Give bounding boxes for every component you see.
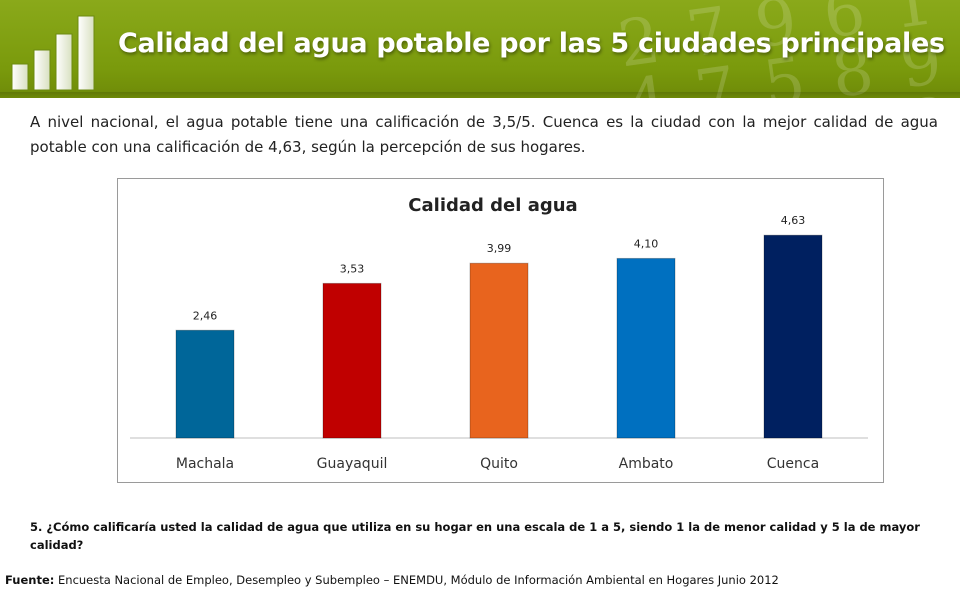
x-tick-label-guayaquil: Guayaquil (317, 456, 388, 472)
header-banner: 2 7 9 6 1 4 7 5 8 9 6 3 0 2 8 5 Calidad … (0, 0, 960, 98)
x-tick-label-quito: Quito (480, 456, 518, 472)
bar-chart: Calidad del agua 2,46 Machala 3,53 Guayaqui… (130, 195, 868, 472)
bar-ambato (616, 257, 676, 439)
data-label-cuenca: 4,63 (781, 214, 806, 227)
data-label-guayaquil: 3,53 (340, 262, 365, 275)
chart-container: Calidad del agua 2,46 Machala 3,53 Guayaqui… (117, 178, 884, 483)
source-text: Encuesta Nacional de Empleo, Desempleo y… (54, 573, 779, 587)
bar-machala (175, 329, 235, 439)
chart-title: Calidad del agua (408, 195, 577, 216)
header-shadow (0, 92, 960, 98)
bar-quito (469, 262, 529, 439)
data-label-quito: 3,99 (487, 242, 512, 255)
bar-cuenca (763, 234, 823, 439)
survey-question: 5. ¿Cómo calificaría usted la calidad de… (30, 520, 920, 552)
bar-guayaquil (322, 282, 382, 439)
data-label-machala: 2,46 (193, 309, 218, 322)
x-tick-label-ambato: Ambato (619, 456, 674, 472)
data-label-ambato: 4,10 (634, 237, 659, 250)
x-tick-label-cuenca: Cuenca (767, 456, 819, 472)
page-title: Calidad del agua potable por las 5 ciuda… (118, 28, 945, 59)
bars-group: 2,46 Machala 3,53 Guayaquil 3,99 Quito 4,10 Amb… (175, 214, 823, 472)
x-tick-label-machala: Machala (176, 456, 234, 472)
bar-chart-icon (11, 15, 95, 91)
intro-paragraph: A nivel nacional, el agua potable tiene … (30, 113, 938, 156)
source-label: Fuente: (5, 573, 55, 587)
source-note: Fuente: Encuesta Nacional de Empleo, Des… (5, 573, 779, 587)
